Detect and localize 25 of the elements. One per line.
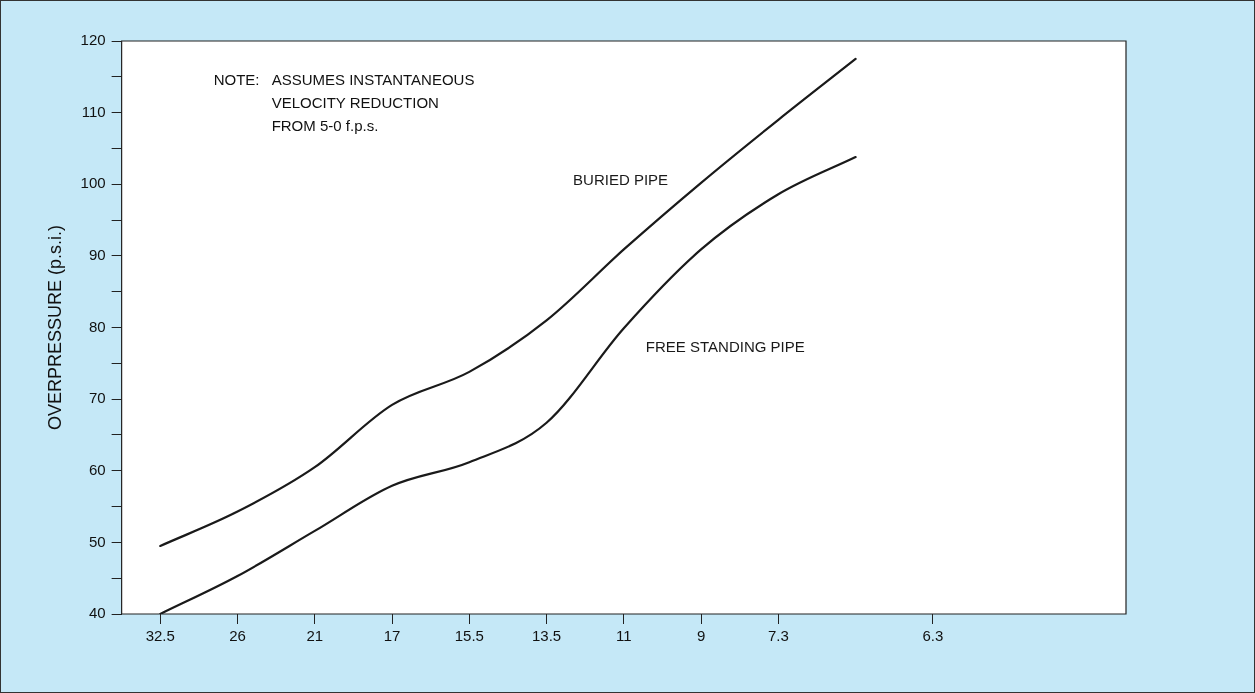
y-tick-label: 110 (81, 102, 106, 120)
y-tick-label: 120 (80, 31, 106, 49)
x-tick-label: 9 (696, 627, 706, 645)
x-tick-label: 17 (383, 627, 401, 645)
series-label: FREE STANDING PIPE (645, 337, 805, 355)
y-tick-label: 40 (88, 604, 106, 622)
x-tick-label: 11 (616, 627, 632, 645)
x-tick-label: 13.5 (531, 627, 562, 645)
y-tick-label: 50 (88, 532, 106, 550)
x-tick-label: 15.5 (454, 627, 484, 645)
x-tick-label: 32.5 (145, 627, 175, 645)
annotation: ASSUMES INSTANTANEOUS VELOCITY REDUCTION FROM 5-0 f.p.s. (271, 70, 475, 134)
x-tick-label: 6.3 (922, 627, 944, 645)
y-tick-label: 90 (88, 246, 106, 264)
y-tick-label: 60 (88, 460, 106, 478)
line-series (159, 57, 857, 548)
x-tick-label: 21 (306, 627, 324, 645)
y-tick-label: 80 (88, 317, 106, 335)
x-tick-label: 26 (229, 627, 246, 645)
y-axis-title: OVERPRESSURE (p.s.i.) (44, 224, 65, 431)
x-tick-label: 7.3 (767, 627, 789, 645)
y-tick-label: 100 (80, 174, 106, 192)
y-tick-label: 70 (88, 389, 106, 407)
annotation: NOTE: (213, 70, 260, 88)
series-label: BURIED PIPE (573, 171, 669, 189)
